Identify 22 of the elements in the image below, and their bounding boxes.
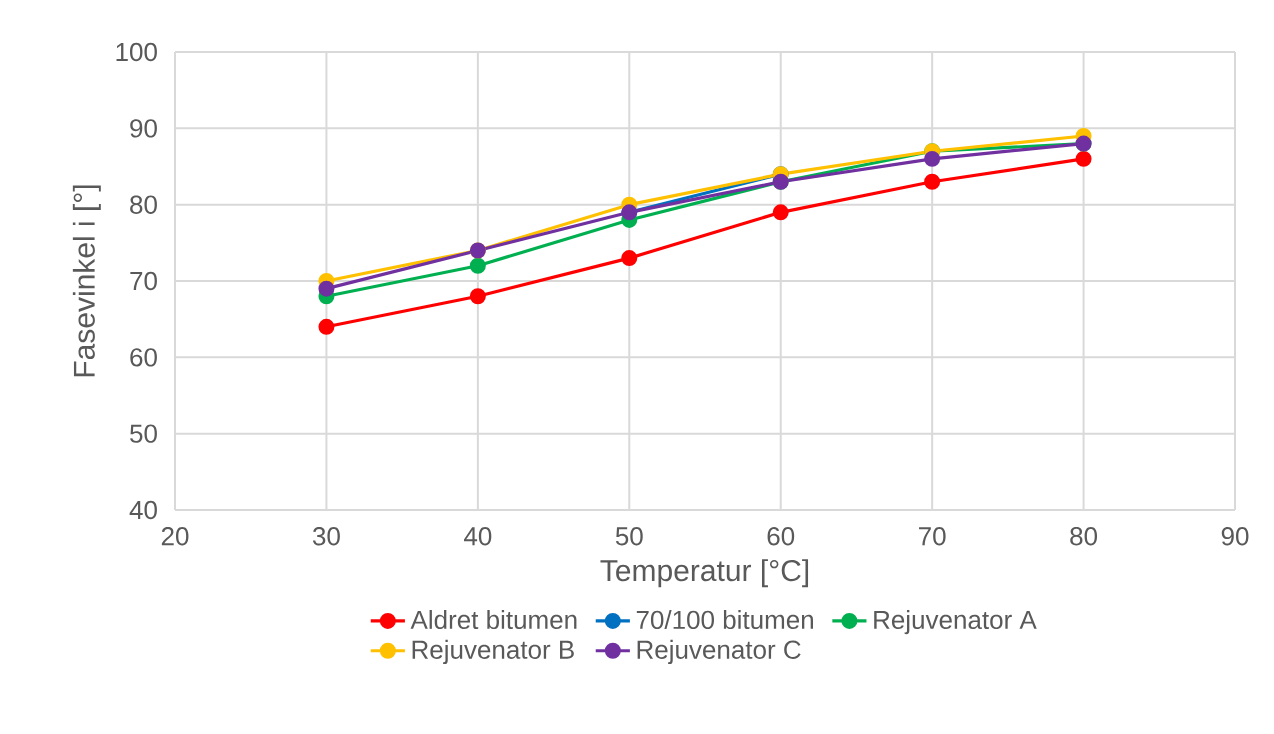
x-tick-label: 60 <box>767 527 795 546</box>
x-tick-label: 20 <box>161 527 189 546</box>
legend-label: Rejuvenator A <box>874 609 1037 635</box>
x-tick-label: 90 <box>1221 527 1249 546</box>
x-axis-title: Temperatur [°C] <box>600 559 809 588</box>
y-tick-label: 80 <box>130 195 157 214</box>
legend-label: Rejuvenator C <box>637 639 801 665</box>
legend-label: 70/100 bitumen <box>636 609 813 630</box>
y-axis-title: Fasevinkel i [°] <box>72 185 101 377</box>
x-tick-label: 50 <box>615 527 643 546</box>
x-tick-label: 80 <box>1070 527 1098 546</box>
y-tick-label: 40 <box>129 500 157 520</box>
y-tick-label: 90 <box>130 119 157 138</box>
y-tick-label: 70 <box>130 271 157 291</box>
x-tick-label: 30 <box>312 527 340 546</box>
y-tick-label: 100 <box>116 42 157 62</box>
legend-label: Aldret bitumen <box>410 609 577 630</box>
x-tick-label: 40 <box>464 527 492 546</box>
y-tick-label: 60 <box>130 348 157 367</box>
x-tick-label: 70 <box>919 527 946 546</box>
legend-label: Rejuvenator B <box>412 639 574 665</box>
y-tick-label: 50 <box>130 424 157 443</box>
